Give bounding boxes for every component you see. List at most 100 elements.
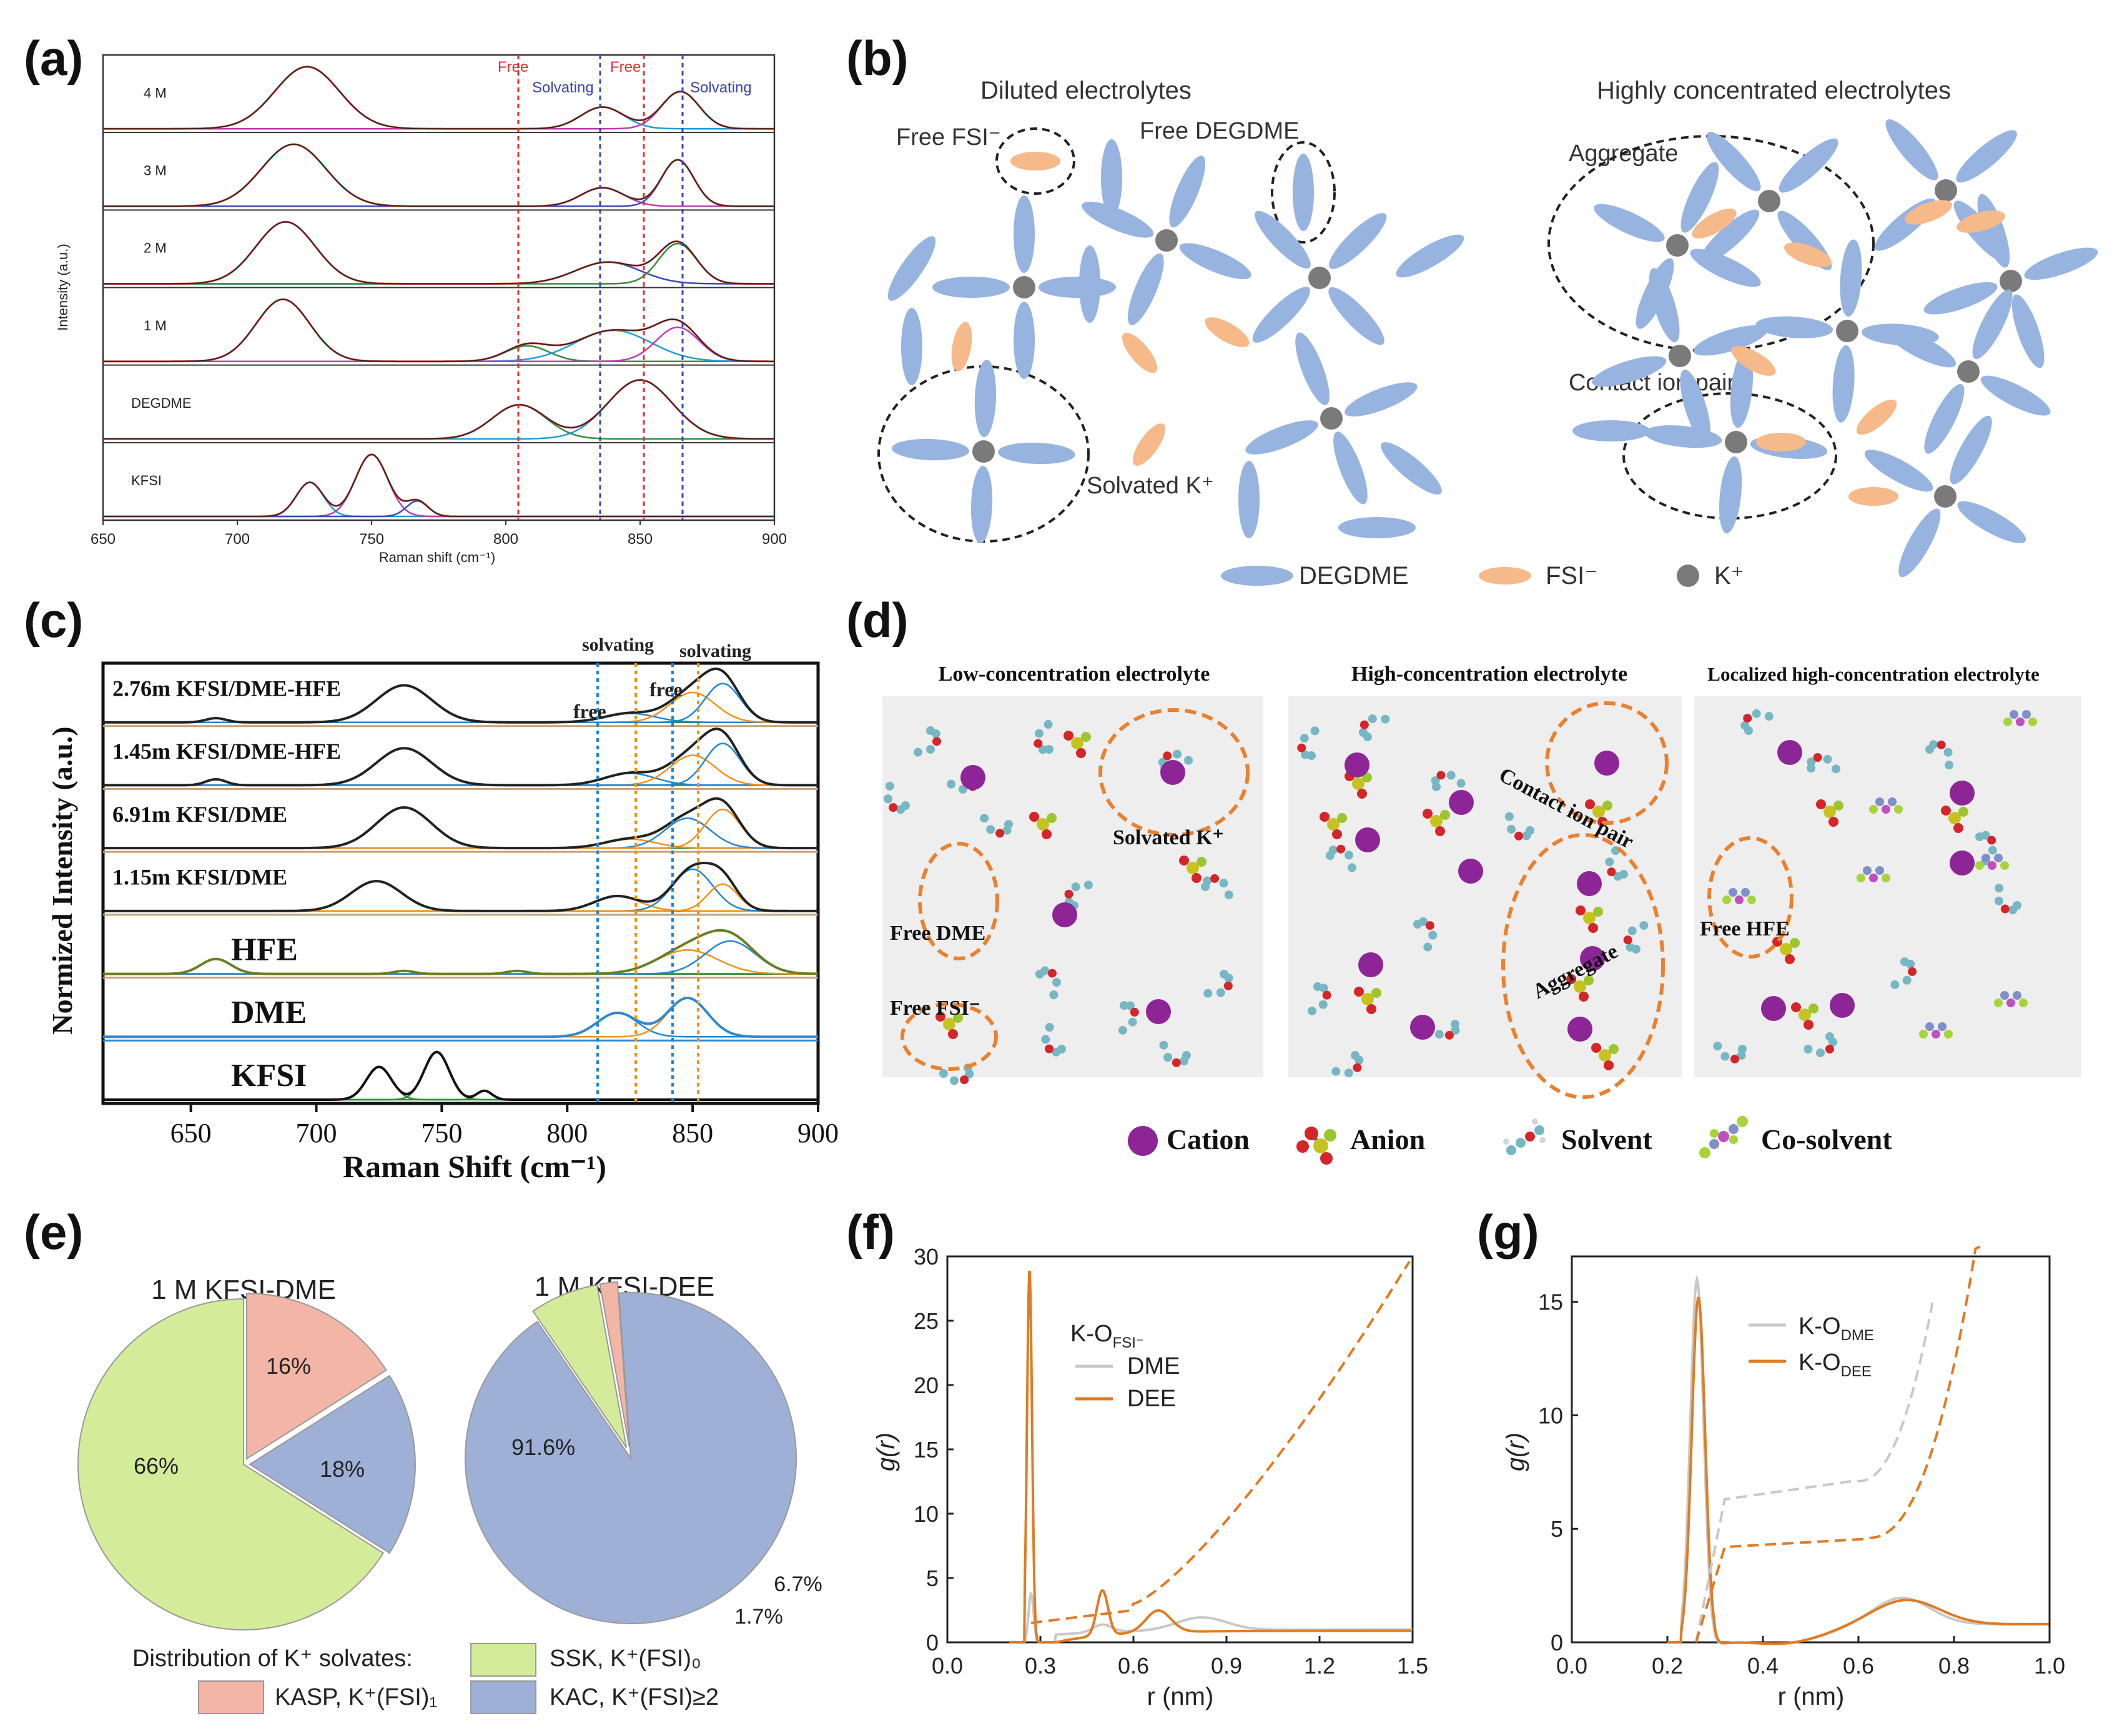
panel-d-cation xyxy=(1594,751,1619,776)
panel-d-solvent-atom xyxy=(1318,1000,1328,1009)
panel-g-frame xyxy=(1571,1255,2051,1644)
panel-d-solvent-atom xyxy=(1807,764,1815,772)
panel-d-circle-contact-ion-pair xyxy=(1545,701,1669,825)
panel-d-solvent-atom xyxy=(947,779,956,789)
panel-d-cosolvent-atom xyxy=(1722,895,1731,904)
panel-d-solvent-atom xyxy=(1743,714,1752,723)
panel-e-pies xyxy=(77,1281,797,1630)
panel-d-cosolvent-atom xyxy=(1919,1030,1928,1038)
panel-d-solvent-atom xyxy=(883,794,892,804)
panel-a-component-peak xyxy=(103,481,774,518)
panel-d-anion-atom xyxy=(1958,807,1968,817)
panel-d-cosolvent-atom xyxy=(1994,854,2003,862)
panel-b-degdme-molecule xyxy=(1923,282,1998,315)
panel-d-cosolvent-atom xyxy=(1894,805,1903,814)
panel-e-legend-ssk-swatch xyxy=(470,1643,536,1677)
panel-c-x-tick-label: 800 xyxy=(546,1118,588,1148)
panel-d-solvent-atom xyxy=(1713,1042,1722,1051)
panel-f-ticks: 0.0 0.3 0.6 0.9 1.2 1.5 0 5 10 15 20 25 30 xyxy=(914,1244,1428,1679)
panel-d-anion-atom xyxy=(1576,905,1586,915)
panel-d-cosolvent-atom xyxy=(1869,805,1878,814)
panel-d-cation xyxy=(1458,859,1483,884)
panel-d-cosolvent-atom xyxy=(1925,1022,1934,1031)
panel-g-curves xyxy=(1667,1246,2049,1645)
panel-d-solvent-atom xyxy=(1163,751,1172,761)
panel-d-solvent-atom xyxy=(1219,879,1228,888)
panel-b-fsi-anion xyxy=(1692,209,1737,239)
panel-d-anion-atom xyxy=(1047,813,1057,823)
panel-d-anion-atom xyxy=(1602,801,1612,811)
panel-b-free-degdme: Free DEGDME xyxy=(1140,118,1299,144)
panel-g-x-tick-label: 0.0 xyxy=(1556,1653,1587,1679)
panel-c-data-curve xyxy=(103,667,818,724)
panel-d-solvent-atom xyxy=(1359,720,1369,729)
panel-d-solvent-atom xyxy=(1224,890,1233,900)
panel-d-solvent-atom xyxy=(1039,745,1048,754)
panel-d-anion-atom xyxy=(953,1013,963,1023)
panel-d-legend-anion-symbol xyxy=(1296,1127,1336,1165)
panel-e-dme-label-kac: 18% xyxy=(320,1456,365,1482)
panel-d-solvent-atom xyxy=(1444,1030,1454,1040)
panel-g-y-label: g(r) xyxy=(1502,1433,1529,1471)
panel-c-y-label: Normized Intensity (a.u.) xyxy=(46,726,78,1034)
panel-b-free-degdme xyxy=(1079,245,1100,323)
panel-d-anion-atom xyxy=(1799,1009,1811,1021)
panel-a-row-label: 2 M xyxy=(144,240,167,256)
panel-e-legend-kasp: KASP, K⁺(FSI)₁ xyxy=(275,1684,437,1710)
panel-d-box-local xyxy=(1694,696,2081,1077)
panel-f-x-label: r (nm) xyxy=(1147,1683,1214,1710)
panel-d-solvent-atom xyxy=(1764,712,1774,721)
panel-d-solvent-atom xyxy=(1816,1048,1825,1057)
panel-label-e: (e) xyxy=(24,1205,83,1260)
panel-d-solvent-atom xyxy=(1514,831,1524,841)
panel-d-title-low: Low-concentration electrolyte xyxy=(939,663,1210,686)
panel-d-solvent-atom xyxy=(1987,836,1996,845)
panel-c-x-tick-label: 900 xyxy=(797,1118,839,1148)
panel-b-degdme-molecule xyxy=(1972,289,2013,360)
panel-g-x-tick-label: 0.2 xyxy=(1652,1653,1683,1679)
panel-d-cosolvent-atom xyxy=(1735,895,1744,904)
panel-b-k-ion xyxy=(1155,229,1178,252)
panel-f-dee-curve xyxy=(1009,1271,1412,1644)
panel-f-x-tick-label: 0.6 xyxy=(1118,1653,1149,1679)
panel-b-k-ion xyxy=(1725,431,1747,453)
panel-a-fit-curve xyxy=(103,220,774,285)
panel-d-anion-atom xyxy=(1588,923,1598,933)
panel-e-dme-slice-kac xyxy=(249,1374,416,1554)
panel-g-dee-curve xyxy=(1667,1296,2049,1645)
panel-d-solvent-atom xyxy=(926,745,935,754)
panel-b-free-degdme xyxy=(1238,461,1260,538)
panel-b-degdme-molecule xyxy=(1169,155,1206,228)
panel-a-data-curve xyxy=(103,298,774,362)
panel-d-cosolvent-atom xyxy=(1944,1030,1953,1038)
panel-b-fsi-anion xyxy=(1205,317,1250,347)
panel-d-anion-atom xyxy=(1354,987,1364,997)
panel-d-legend-solvent: Solvent xyxy=(1561,1123,1652,1155)
panel-b-degdme-molecule xyxy=(974,360,997,438)
panel-d-anion-atom xyxy=(1941,806,1951,816)
panel-d-solvent-atom xyxy=(1720,1052,1730,1061)
panel-b-k-ion xyxy=(1935,179,1957,202)
panel-b-degdme-molecule xyxy=(1680,162,1719,233)
panel-d-solvent-atom xyxy=(1507,824,1516,834)
panel-b-k-ion xyxy=(1934,485,1957,508)
panel-d-cation xyxy=(960,765,985,790)
panel-d-anion-atom xyxy=(1327,818,1340,831)
panel-b-degdme-molecule xyxy=(1832,345,1855,423)
panel-d-solvent-atom xyxy=(1428,930,1438,940)
panel-d-cosolvent-atom xyxy=(1875,797,1884,806)
panel-b-legend-k-symbol xyxy=(1677,565,1699,587)
panel-b-legend-degdme: DEGDME xyxy=(1299,562,1409,589)
panel-b-degdme-molecule xyxy=(1980,375,2051,416)
panel-d-cosolvent-atom xyxy=(1869,874,1878,882)
panel-d-anion-atom xyxy=(1574,980,1586,993)
panel-b-fsi-anion xyxy=(1905,200,1952,225)
panel-e-legend-ssk: SSK, K⁺(FSI)₀ xyxy=(550,1645,701,1672)
panel-b-degdme-molecule xyxy=(1924,383,1965,454)
panel-d-cosolvent-atom xyxy=(1938,1022,1947,1031)
panel-b-degdme-molecule xyxy=(932,277,1010,298)
panel-d-anion-atom xyxy=(1785,954,1795,964)
panel-d-anion-atom xyxy=(1948,812,1961,824)
panel-d-solvent-atom xyxy=(1945,761,1954,770)
panel-d-solvent-atom xyxy=(1368,714,1377,724)
